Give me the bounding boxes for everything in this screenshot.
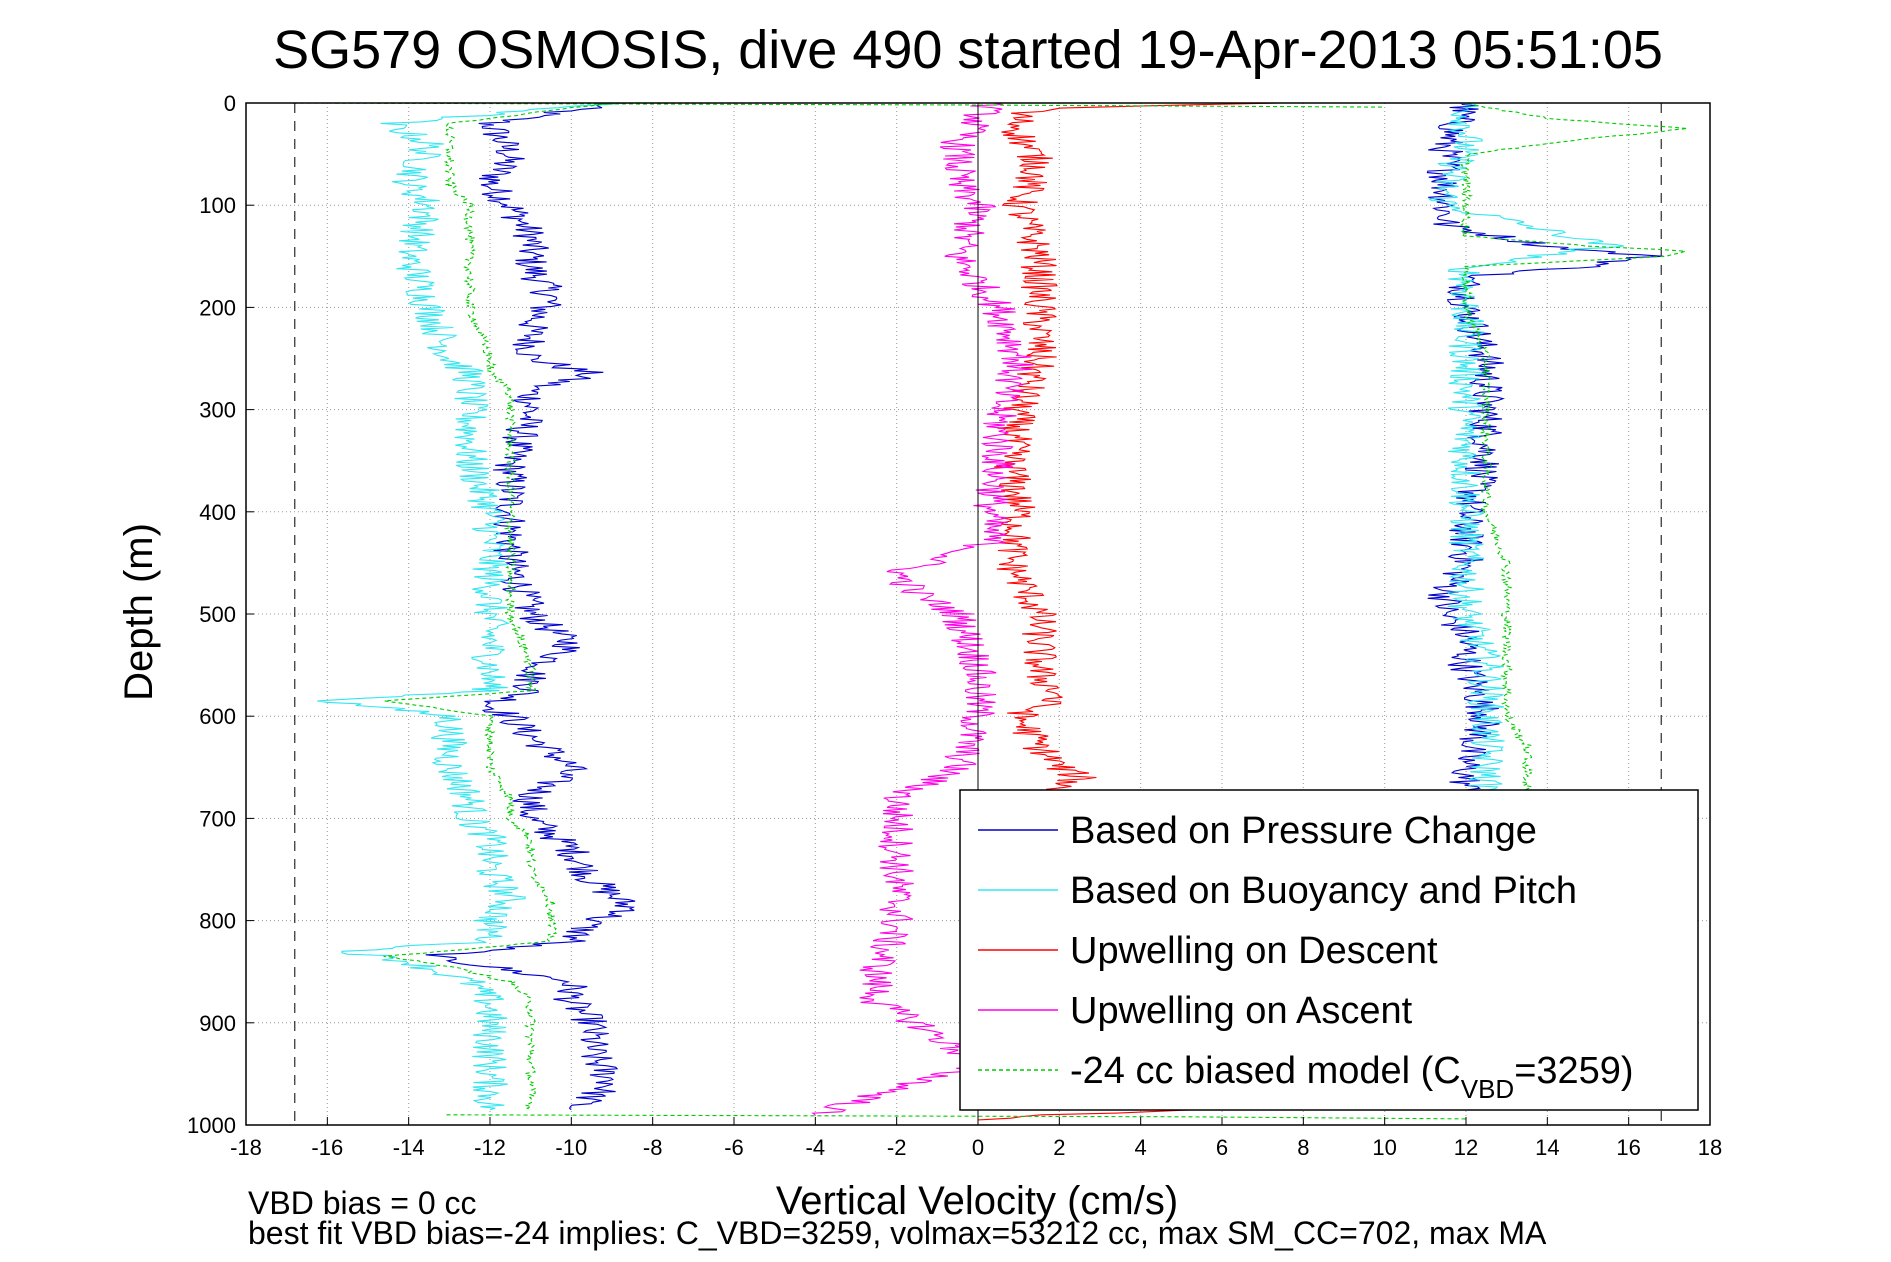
series-group bbox=[285, 102, 1688, 1121]
x-tick-label: 8 bbox=[1297, 1135, 1309, 1160]
x-tick-label: -12 bbox=[474, 1135, 506, 1160]
x-tick-label: 2 bbox=[1053, 1135, 1065, 1160]
legend-label: Upwelling on Descent bbox=[1070, 930, 1438, 972]
series-line-4 bbox=[446, 1114, 1467, 1120]
series-line-1 bbox=[1427, 102, 1624, 809]
x-axis-title: Vertical Velocity (cm/s) bbox=[776, 1179, 1178, 1223]
legend-label: Based on Buoyancy and Pitch bbox=[1070, 870, 1577, 912]
series-line-2 bbox=[994, 102, 1279, 840]
series-line-4 bbox=[1459, 102, 1688, 809]
y-tick-label: 700 bbox=[199, 806, 236, 831]
legend-label: Upwelling on Ascent bbox=[1070, 990, 1413, 1032]
x-tick-label: -2 bbox=[887, 1135, 907, 1160]
series-line-1 bbox=[317, 102, 629, 1111]
x-tick-label: 4 bbox=[1135, 1135, 1147, 1160]
x-tick-label: -14 bbox=[393, 1135, 425, 1160]
y-axis-title: Depth (m) bbox=[117, 523, 161, 701]
x-tick-label: 6 bbox=[1216, 1135, 1228, 1160]
x-tick-label: -4 bbox=[806, 1135, 826, 1160]
footer-line-2: best fit VBD bias=-24 implies: C_VBD=325… bbox=[248, 1215, 1547, 1251]
y-tick-label: 1000 bbox=[187, 1113, 236, 1138]
x-tick-label: -8 bbox=[643, 1135, 663, 1160]
y-tick-label: 200 bbox=[199, 295, 236, 320]
x-tick-labels: -18 -16 -14 -12 -10 -8 -6 -4 -2 0 2 4 6 8 10 12 14 16 18 bbox=[230, 1117, 1722, 1160]
x-tick-label: -16 bbox=[311, 1135, 343, 1160]
y-tick-label: 800 bbox=[199, 909, 236, 934]
chart-title: SG579 OSMOSIS, dive 490 started 19-Apr-2… bbox=[273, 20, 1663, 80]
y-tick-label: 300 bbox=[199, 398, 236, 423]
series-line-4 bbox=[285, 102, 1385, 108]
footer-line-1: VBD bias = 0 cc bbox=[248, 1185, 477, 1221]
x-tick-label: 12 bbox=[1454, 1135, 1478, 1160]
x-tick-label: 14 bbox=[1535, 1135, 1559, 1160]
series-line-0 bbox=[1426, 102, 1664, 809]
x-tick-label: 0 bbox=[972, 1135, 984, 1160]
y-tick-label: 500 bbox=[199, 602, 236, 627]
x-tick-label: 10 bbox=[1372, 1135, 1396, 1160]
x-tick-label: -18 bbox=[230, 1135, 262, 1160]
series-line-3 bbox=[811, 102, 1034, 1116]
y-tick-label: 900 bbox=[199, 1011, 236, 1036]
legend: Based on Pressure Change Based on Buoyanc… bbox=[959, 789, 1699, 1111]
legend-label: Based on Pressure Change bbox=[1070, 810, 1537, 852]
y-tick-label: 0 bbox=[224, 91, 236, 116]
series-line-4 bbox=[383, 102, 616, 1111]
legend-box bbox=[959, 789, 1699, 1111]
series-line-0 bbox=[425, 102, 636, 1111]
x-tick-label: -10 bbox=[555, 1135, 587, 1160]
y-tick-labels: 0 100 200 300 400 500 600 700 800 900 1000 bbox=[187, 91, 254, 1138]
y-tick-label: 400 bbox=[199, 500, 236, 525]
x-tick-label: -6 bbox=[724, 1135, 744, 1160]
y-tick-label: 600 bbox=[199, 704, 236, 729]
y-tick-label: 100 bbox=[199, 193, 236, 218]
x-tick-label: 18 bbox=[1698, 1135, 1722, 1160]
x-tick-label: 16 bbox=[1616, 1135, 1640, 1160]
